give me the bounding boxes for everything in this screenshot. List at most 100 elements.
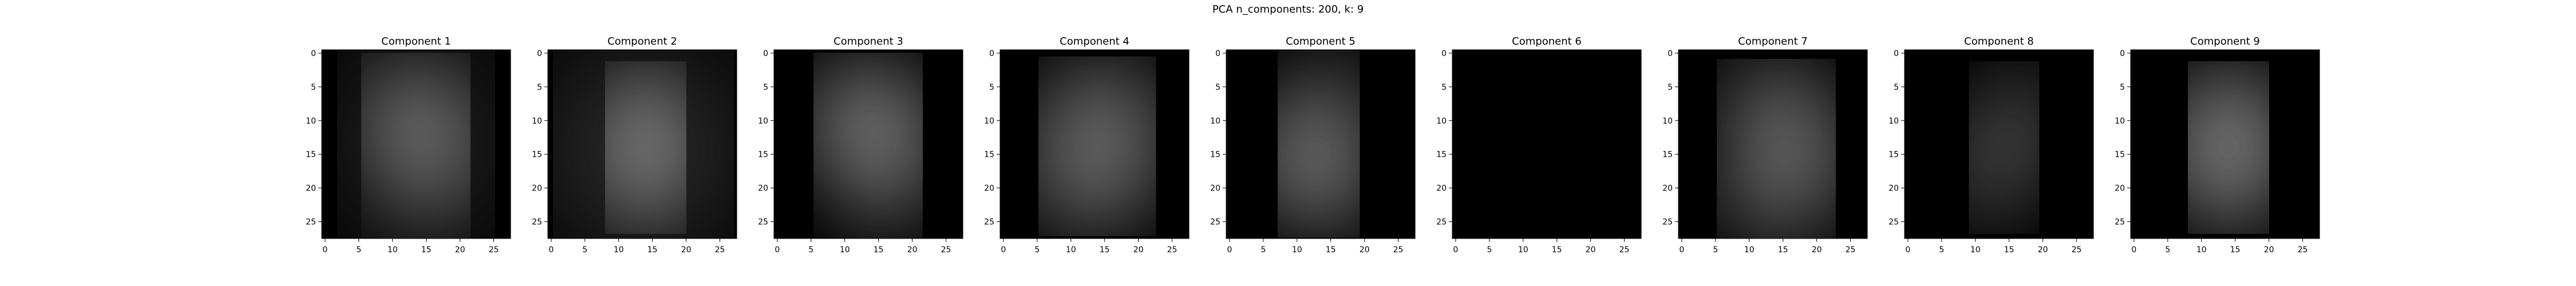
x-tick-label: 15	[1778, 245, 1788, 255]
y-tick-label: 20	[1888, 184, 1899, 193]
x-tick-label: 10	[1518, 245, 1528, 255]
x-tick-label: 20	[1586, 245, 1596, 255]
x-tick-label: 25	[1167, 245, 1178, 255]
axes-frame	[321, 49, 511, 239]
digit-image	[593, 83, 694, 213]
digit-image	[820, 76, 916, 229]
y-tick-label: 10	[1436, 117, 1447, 126]
digit-image	[1725, 78, 1828, 220]
x-tick-label: 25	[1393, 245, 1404, 255]
y-tick-label: 15	[532, 150, 542, 160]
y-tick-label: 5	[2120, 83, 2125, 92]
y-tick-label: 0	[1215, 49, 1220, 58]
x-tick-label: 20	[1360, 245, 1370, 255]
y-tick-label: 0	[989, 49, 994, 58]
x-tick-label: 25	[2298, 245, 2308, 255]
digit-stroke	[1974, 86, 2034, 209]
y-tick-label: 20	[1210, 184, 1220, 193]
component-panel: Component 6 0 5 10 15 20 25 0 5 10 15 20 25	[1436, 35, 1642, 255]
component-panel: Component 3 0 5 10 15 20 25 0 5 10 15 20 25	[758, 35, 963, 255]
y-tick-label: 15	[758, 150, 768, 160]
y-tick-label: 25	[532, 218, 542, 227]
digit-stroke	[1053, 82, 1142, 210]
axes-frame	[1452, 49, 1642, 239]
y-tick-label: 20	[306, 184, 316, 193]
y-tick-label: 0	[311, 49, 316, 58]
x-tick-label: 25	[1846, 245, 1856, 255]
digit-stroke	[372, 80, 460, 225]
y-tick-label: 20	[532, 184, 542, 193]
x-tick-label: 10	[2196, 245, 2207, 255]
x-tick-label: 15	[647, 245, 658, 255]
digit-image	[2189, 79, 2268, 216]
y-tick-label: 5	[1441, 83, 1447, 92]
axes-frame	[773, 49, 963, 239]
panel-title: Component 7	[1738, 35, 1808, 47]
y-tick-label: 20	[2115, 184, 2125, 193]
y-tick-label: 0	[1441, 49, 1447, 58]
panel-title: Component 5	[1286, 35, 1356, 47]
y-tick-label: 10	[758, 117, 768, 126]
digit-image	[1046, 76, 1148, 217]
panel-title: Component 1	[381, 35, 451, 47]
x-tick-label: 10	[840, 245, 850, 255]
x-tick-label: 20	[455, 245, 465, 255]
panel-title: Component 4	[1060, 35, 1129, 47]
y-tick-label: 25	[1888, 218, 1899, 227]
x-tick-label: 20	[1133, 245, 1144, 255]
x-tick-label: 5	[1261, 245, 1266, 255]
digit-stroke	[826, 82, 910, 223]
digit-image	[1967, 79, 2040, 216]
y-tick-label: 20	[758, 184, 768, 193]
x-tick-label: 15	[421, 245, 432, 255]
axes-frame	[999, 49, 1190, 239]
x-tick-label: 20	[2038, 245, 2048, 255]
y-tick-label: 25	[2115, 218, 2125, 227]
x-tick-label: 5	[1034, 245, 1040, 255]
x-tick-label: 5	[356, 245, 361, 255]
y-tick-label: 10	[1888, 117, 1899, 126]
x-tick-label: 10	[1970, 245, 1981, 255]
x-tick-label: 20	[907, 245, 918, 255]
x-tick-label: 20	[2264, 245, 2274, 255]
y-tick-label: 25	[984, 218, 994, 227]
x-tick-label: 0	[1453, 245, 1458, 255]
component-panel: Component 4 0 5 10 15 20 25 0 5 10 15 20 25	[984, 35, 1190, 255]
x-tick-label: 15	[2230, 245, 2241, 255]
x-tick-label: 25	[489, 245, 499, 255]
y-tick-label: 25	[758, 218, 768, 227]
x-tick-label: 0	[1001, 245, 1006, 255]
component-panel: Component 7 0 5 10 15 20 25 0 5 10 15 20 25	[1662, 35, 1868, 255]
x-tick-label: 0	[2131, 245, 2136, 255]
y-tick-label: 15	[306, 150, 316, 160]
y-tick-label: 15	[984, 150, 994, 160]
axes-frame	[1904, 49, 2094, 239]
y-tick-label: 25	[306, 218, 316, 227]
y-tick-label: 15	[1888, 150, 1899, 160]
digit-stroke	[610, 83, 681, 212]
y-tick-label: 15	[1210, 150, 1220, 160]
x-tick-label: 10	[1292, 245, 1302, 255]
figure-title: PCA n_components: 200, k: 9	[1212, 3, 1364, 15]
digit-image	[1279, 69, 1358, 216]
y-tick-label: 25	[1210, 218, 1220, 227]
x-tick-label: 10	[614, 245, 624, 255]
y-tick-label: 0	[1894, 49, 1899, 58]
y-tick-label: 0	[2120, 49, 2125, 58]
panel-title: Component 3	[833, 35, 903, 47]
y-tick-label: 15	[1662, 150, 1673, 160]
y-tick-label: 10	[532, 117, 542, 126]
x-tick-label: 5	[1487, 245, 1492, 255]
x-tick-label: 15	[1100, 245, 1110, 255]
y-tick-label: 0	[537, 49, 542, 58]
y-tick-label: 20	[1662, 184, 1673, 193]
x-tick-label: 15	[1552, 245, 1562, 255]
panel-title: Component 9	[2190, 35, 2260, 47]
component-panel: Component 8 0 5 10 15 20 25 0 5 10 15 20 25	[1888, 35, 2094, 255]
x-tick-label: 0	[548, 245, 554, 255]
digit-stroke	[2195, 86, 2262, 209]
x-tick-label: 5	[808, 245, 813, 255]
y-tick-label: 5	[1894, 83, 1899, 92]
digit-image	[372, 80, 460, 225]
